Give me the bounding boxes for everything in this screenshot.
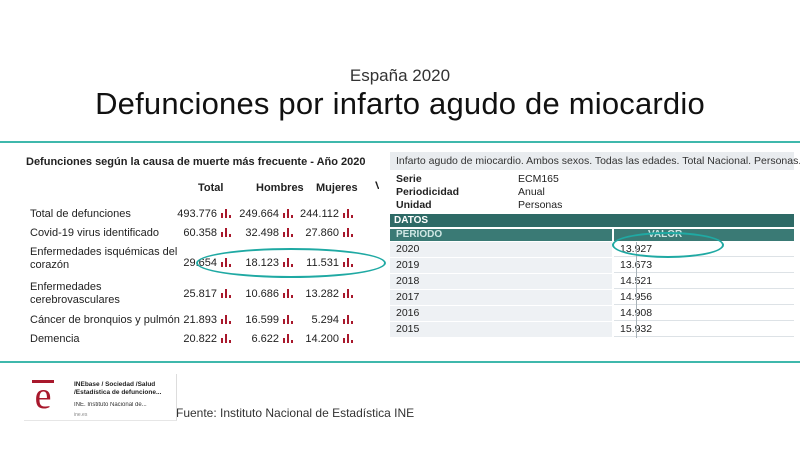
slide-title: Defunciones por infarto agudo de miocard… (95, 86, 705, 121)
meta-value: Personas (518, 199, 563, 211)
cell-valor: 13.673 (614, 258, 794, 273)
cell-total: 21.893 (183, 314, 217, 326)
meta-key: Unidad (396, 199, 432, 211)
row-label: Covid-19 virus identificado (30, 227, 160, 239)
meta-value: ECM165 (518, 173, 559, 185)
cell-valor: 14.908 (614, 306, 794, 321)
ine-logo: e (26, 376, 60, 416)
cell-valor: 14.956 (614, 290, 794, 305)
bar-chart-icon[interactable] (282, 227, 294, 237)
cell-periodo: 2020 (390, 242, 612, 257)
bar-chart-icon[interactable] (342, 208, 354, 218)
meta-row: Serie ECM165 (390, 173, 794, 186)
cell-valor: 15.932 (614, 322, 794, 337)
table-row: 2015 15.932 (390, 322, 794, 338)
row-label: Enfermedades isquémicas del corazón (30, 246, 178, 271)
row-label: Enfermedades cerebrovasculares (30, 281, 120, 306)
table-row: 2018 14.521 (390, 274, 794, 290)
card-subtitle: INE. Instituto Nacional de... (74, 402, 147, 408)
cell-periodo: 2015 (390, 322, 612, 337)
cell-total: 493.776 (177, 208, 217, 220)
bar-chart-icon[interactable] (220, 227, 232, 237)
series-header: Infarto agudo de miocardio. Ambos sexos.… (390, 152, 800, 170)
top-divider (0, 141, 800, 143)
cell-total: 25.817 (183, 288, 217, 300)
col-header-hombres: Hombres (256, 182, 304, 194)
bar-chart-icon[interactable] (220, 333, 232, 343)
card-domain: ine.es (74, 412, 88, 418)
link-preview-card[interactable]: e INEbase / Sociedad /Salud /Estadística… (24, 374, 177, 421)
cell-valor: 14.521 (614, 274, 794, 289)
bar-chart-icon[interactable] (220, 288, 232, 298)
cell-mujeres: 244.112 (300, 208, 339, 220)
bar-chart-icon[interactable] (342, 227, 354, 237)
cell-total: 20.822 (183, 333, 217, 345)
card-title: INEbase / Sociedad /Salud /Estadística d… (74, 381, 162, 396)
cell-total: 60.358 (183, 227, 217, 239)
cell-hombres: 6.622 (251, 333, 279, 345)
bar-chart-icon[interactable] (220, 314, 232, 324)
meta-row: Periodicidad Anual (390, 186, 794, 199)
table-row: 2017 14.956 (390, 290, 794, 306)
table-row: 2016 14.908 (390, 306, 794, 322)
col-header-truncated: V (375, 180, 379, 192)
col-header-periodo: PERIODO (390, 229, 612, 241)
cell-hombres: 32.498 (245, 227, 279, 239)
bar-chart-icon[interactable] (282, 208, 294, 218)
meta-key: Periodicidad (396, 186, 460, 198)
meta-value: Anual (518, 186, 545, 198)
meta-row: Unidad Personas (390, 199, 794, 212)
cell-mujeres: 5.294 (311, 314, 339, 326)
meta-key: Serie (396, 173, 422, 185)
bar-chart-icon[interactable] (282, 288, 294, 298)
col-header-total: Total (198, 182, 224, 194)
cell-periodo: 2018 (390, 274, 612, 289)
cell-hombres: 16.599 (245, 314, 279, 326)
cell-mujeres: 27.860 (305, 227, 339, 239)
cell-periodo: 2017 (390, 290, 612, 305)
cell-mujeres: 14.200 (305, 333, 339, 345)
column-separator (636, 242, 637, 338)
highlight-ellipse (612, 232, 724, 258)
cell-periodo: 2019 (390, 258, 612, 273)
source-note: Fuente: Instituto Nacional de Estadístic… (176, 406, 415, 420)
row-label: Total de defunciones (30, 208, 131, 220)
row-label: Demencia (30, 333, 80, 345)
bar-chart-icon[interactable] (342, 288, 354, 298)
cell-mujeres: 13.282 (305, 288, 339, 300)
series-panel: Infarto agudo de miocardio. Ambos sexos.… (390, 152, 800, 342)
causes-table-heading: Defunciones según la causa de muerte más… (26, 156, 366, 168)
bar-chart-icon[interactable] (220, 208, 232, 218)
datos-section-bar: DATOS (390, 214, 794, 227)
bar-chart-icon[interactable] (342, 314, 354, 324)
bottom-divider (0, 361, 800, 363)
bar-chart-icon[interactable] (282, 314, 294, 324)
cell-periodo: 2016 (390, 306, 612, 321)
causes-table: Defunciones según la causa de muerte más… (26, 156, 386, 350)
table-row: 2019 13.673 (390, 258, 794, 274)
slide-subtitle: España 2020 (349, 66, 451, 85)
highlight-ellipse (196, 248, 386, 278)
table-row: 2020 13.927 (390, 242, 794, 258)
col-header-mujeres: Mujeres (316, 182, 358, 194)
row-label: Cáncer de bronquios y pulmón (30, 314, 180, 326)
bar-chart-icon[interactable] (342, 333, 354, 343)
bar-chart-icon[interactable] (282, 333, 294, 343)
cell-hombres: 249.664 (239, 208, 279, 220)
cell-hombres: 10.686 (245, 288, 279, 300)
